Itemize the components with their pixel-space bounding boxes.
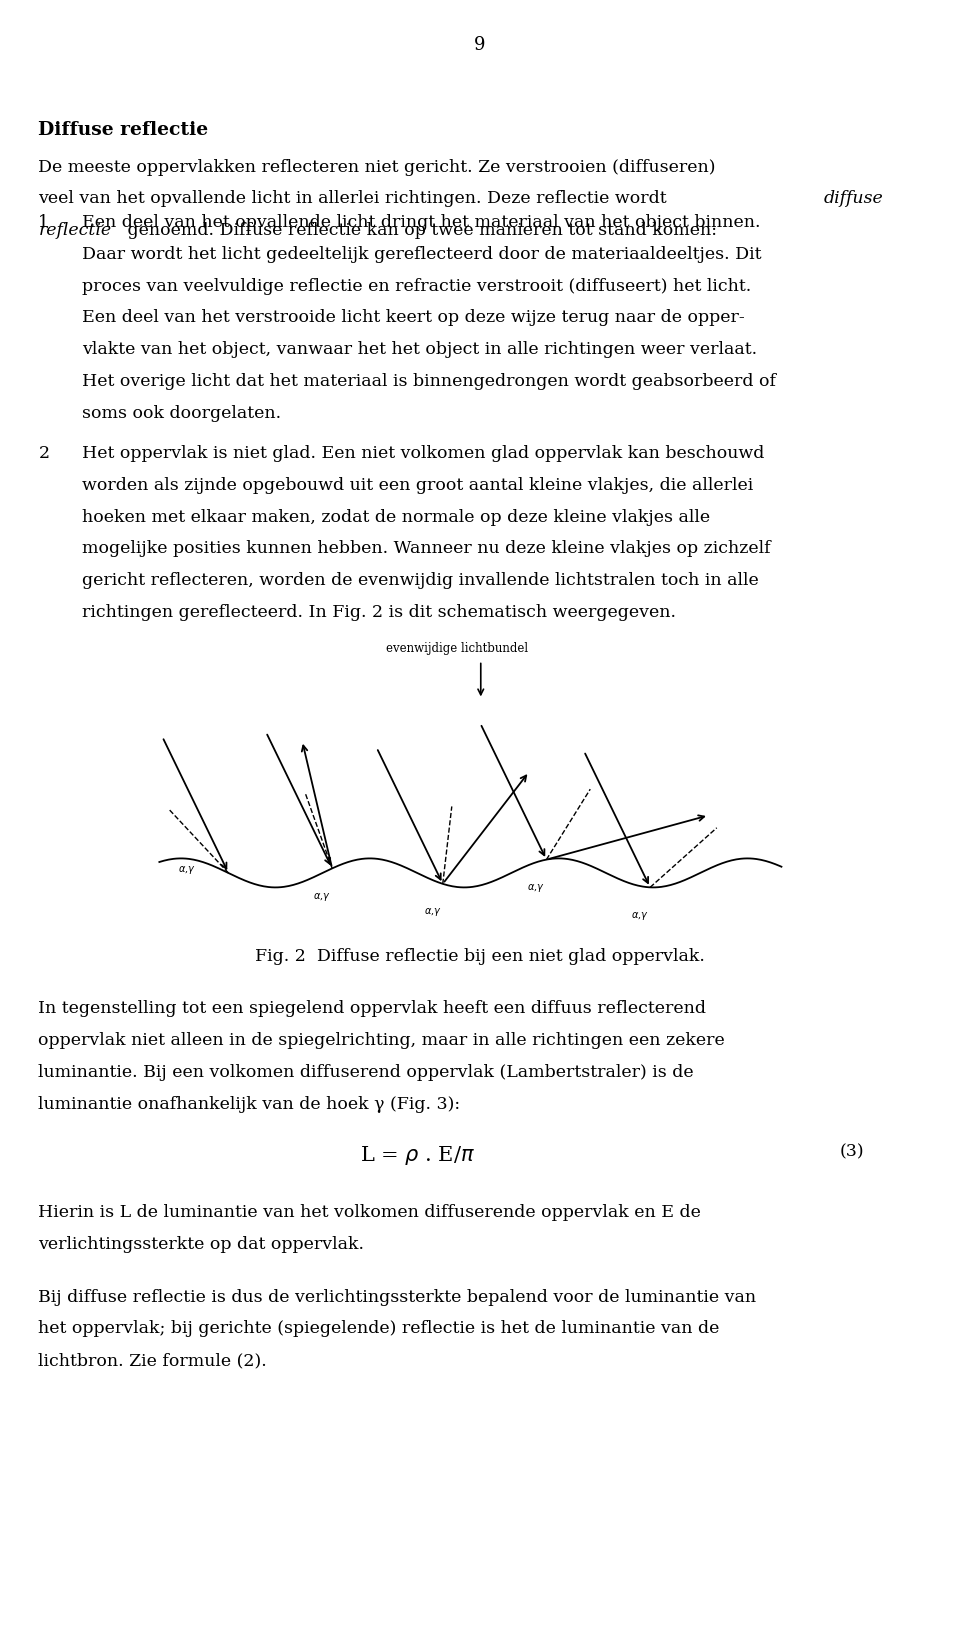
Text: (3): (3) xyxy=(840,1143,865,1161)
Text: verlichtingssterkte op dat oppervlak.: verlichtingssterkte op dat oppervlak. xyxy=(38,1236,365,1252)
Text: $\alpha$,$\gamma$: $\alpha$,$\gamma$ xyxy=(313,891,330,904)
Text: reflectie: reflectie xyxy=(38,221,111,239)
Text: mogelijke posities kunnen hebben. Wanneer nu deze kleine vlakjes op zichzelf: mogelijke posities kunnen hebben. Wannee… xyxy=(82,540,770,557)
Text: L = $\rho$ . E/$\pi$: L = $\rho$ . E/$\pi$ xyxy=(360,1143,475,1167)
Text: gericht reflecteren, worden de evenwijdig invallende lichtstralen toch in alle: gericht reflecteren, worden de evenwijdi… xyxy=(82,571,758,589)
Text: $\alpha$,$\gamma$: $\alpha$,$\gamma$ xyxy=(423,907,442,918)
Text: oppervlak niet alleen in de spiegelrichting, maar in alle richtingen een zekere: oppervlak niet alleen in de spiegelricht… xyxy=(38,1032,725,1048)
Text: soms ook doorgelaten.: soms ook doorgelaten. xyxy=(82,404,280,422)
Text: Daar wordt het licht gedeeltelijk gereflecteerd door de materiaaldeeltjes. Dit: Daar wordt het licht gedeeltelijk gerefl… xyxy=(82,246,761,262)
Text: Het overige licht dat het materiaal is binnengedrongen wordt geabsorbeerd of: Het overige licht dat het materiaal is b… xyxy=(82,373,776,389)
Text: veel van het opvallende licht in allerlei richtingen. Deze reflectie wordt: veel van het opvallende licht in allerle… xyxy=(38,190,673,207)
Text: Een deel van het opvallende licht dringt het materiaal van het object binnen.: Een deel van het opvallende licht dringt… xyxy=(82,213,760,231)
Text: richtingen gereflecteerd. In Fig. 2 is dit schematisch weergegeven.: richtingen gereflecteerd. In Fig. 2 is d… xyxy=(82,604,676,620)
Text: $\alpha$,$\gamma$: $\alpha$,$\gamma$ xyxy=(179,864,196,876)
Text: luminantie onafhankelijk van de hoek γ (Fig. 3):: luminantie onafhankelijk van de hoek γ (… xyxy=(38,1096,461,1112)
Text: diffuse: diffuse xyxy=(824,190,883,207)
Text: 1: 1 xyxy=(38,213,49,231)
Text: In tegenstelling tot een spiegelend oppervlak heeft een diffuus reflecterend: In tegenstelling tot een spiegelend oppe… xyxy=(38,1000,707,1018)
Text: genoemd. Diffuse reflectie kan op twee manieren tot stand komen:: genoemd. Diffuse reflectie kan op twee m… xyxy=(122,221,717,239)
Text: het oppervlak; bij gerichte (spiegelende) reflectie is het de luminantie van de: het oppervlak; bij gerichte (spiegelende… xyxy=(38,1320,720,1337)
Text: $\alpha$,$\gamma$: $\alpha$,$\gamma$ xyxy=(527,882,545,894)
Text: Bij diffuse reflectie is dus de verlichtingssterkte bepalend voor de luminantie : Bij diffuse reflectie is dus de verlicht… xyxy=(38,1289,756,1306)
Text: Een deel van het verstrooide licht keert op deze wijze terug naar de opper-: Een deel van het verstrooide licht keert… xyxy=(82,309,744,326)
Text: luminantie. Bij een volkomen diffuserend oppervlak (Lambertstraler) is de: luminantie. Bij een volkomen diffuserend… xyxy=(38,1065,694,1081)
Text: worden als zijnde opgebouwd uit een groot aantal kleine vlakjes, die allerlei: worden als zijnde opgebouwd uit een groo… xyxy=(82,477,753,493)
Text: Het oppervlak is niet glad. Een niet volkomen glad oppervlak kan beschouwd: Het oppervlak is niet glad. Een niet vol… xyxy=(82,446,764,462)
Text: 9: 9 xyxy=(474,36,486,54)
Text: proces van veelvuldige reflectie en refractie verstrooit (diffuseert) het licht.: proces van veelvuldige reflectie en refr… xyxy=(82,277,751,295)
Text: 2: 2 xyxy=(38,446,50,462)
Text: Diffuse reflectie: Diffuse reflectie xyxy=(38,122,208,140)
Text: $\alpha$,$\gamma$: $\alpha$,$\gamma$ xyxy=(631,910,649,921)
Text: hoeken met elkaar maken, zodat de normale op deze kleine vlakjes alle: hoeken met elkaar maken, zodat de normal… xyxy=(82,508,709,526)
Text: evenwijdige lichtbundel: evenwijdige lichtbundel xyxy=(386,643,528,656)
Text: Hierin is L de luminantie van het volkomen diffuserende oppervlak en E de: Hierin is L de luminantie van het volkom… xyxy=(38,1205,701,1221)
Text: lichtbron. Zie formule (2).: lichtbron. Zie formule (2). xyxy=(38,1351,267,1369)
Text: Fig. 2  Diffuse reflectie bij een niet glad oppervlak.: Fig. 2 Diffuse reflectie bij een niet gl… xyxy=(255,947,705,965)
Text: vlakte van het object, vanwaar het het object in alle richtingen weer verlaat.: vlakte van het object, vanwaar het het o… xyxy=(82,340,756,358)
Text: De meeste oppervlakken reflecteren niet gericht. Ze verstrooien (diffuseren): De meeste oppervlakken reflecteren niet … xyxy=(38,160,716,176)
